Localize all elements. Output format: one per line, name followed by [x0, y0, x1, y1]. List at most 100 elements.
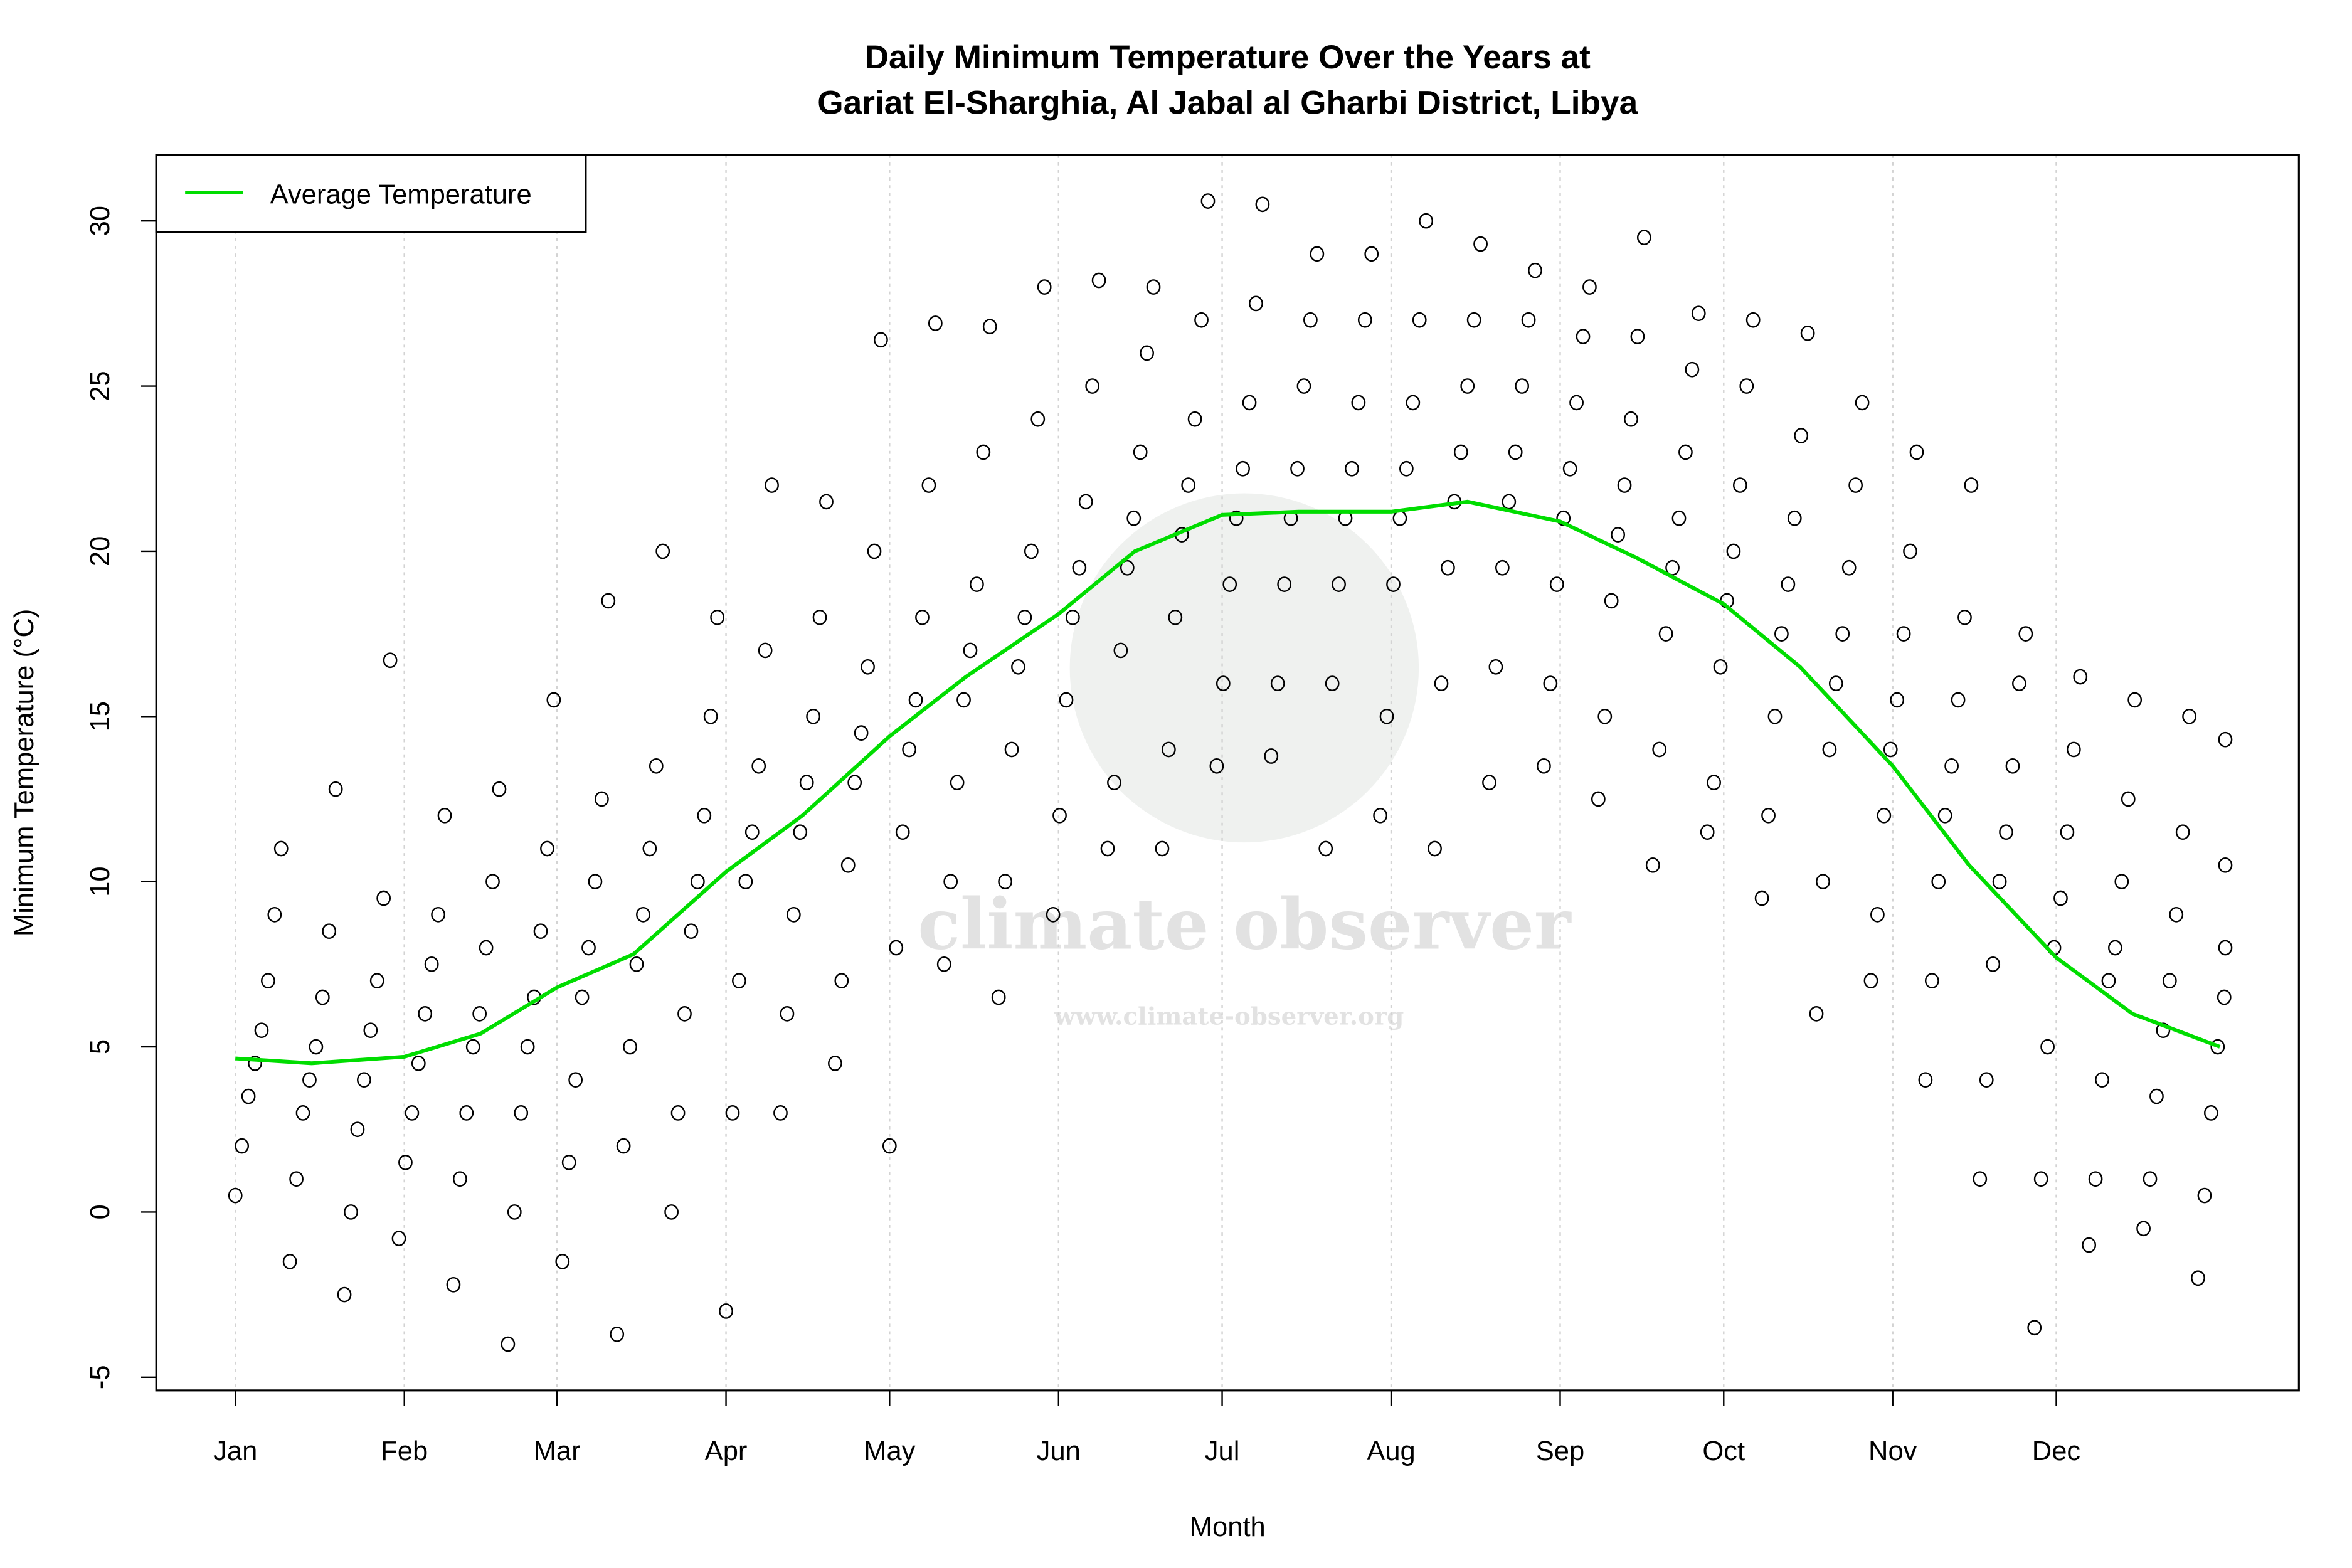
data-point: [2175, 824, 2190, 840]
data-point: [765, 477, 779, 493]
data-point: [2127, 692, 2143, 708]
data-point: [2218, 731, 2233, 748]
data-point: [452, 1171, 467, 1187]
data-point: [1707, 775, 1721, 790]
data-point: [1713, 659, 1728, 675]
data-point: [533, 923, 548, 940]
data-point: [1604, 593, 1619, 609]
data-point: [1877, 807, 1892, 824]
data-point: [758, 642, 773, 659]
data-point: [1392, 510, 1407, 526]
data-point: [2182, 708, 2196, 724]
data-point: [629, 956, 644, 972]
data-point: [398, 1155, 413, 1170]
data-point: [1502, 494, 1517, 510]
data-point: [2162, 973, 2177, 989]
data-point: [2040, 1039, 2055, 1055]
data-point: [1107, 775, 1121, 790]
data-point: [1726, 543, 1741, 559]
data-point: [1569, 395, 1584, 411]
data-point: [1412, 312, 1427, 328]
data-point: [1652, 741, 1667, 758]
data-point: [1678, 444, 1693, 460]
data-point: [812, 609, 827, 625]
data-point: [465, 1039, 480, 1055]
data-point: [561, 1155, 576, 1170]
data-point: [1140, 345, 1154, 361]
data-point: [806, 708, 821, 724]
data-point: [376, 890, 391, 906]
x-tick-label: Nov: [1868, 1436, 1917, 1466]
data-point: [982, 319, 997, 335]
data-point: [1236, 460, 1250, 477]
data-point: [302, 1072, 317, 1088]
data-point: [861, 659, 875, 675]
data-point: [1515, 378, 1530, 394]
data-point: [1636, 230, 1651, 245]
data-point: [1453, 444, 1468, 460]
data-point: [1745, 312, 1761, 328]
data-point: [636, 907, 650, 923]
data-point: [1441, 559, 1455, 576]
data-point: [2088, 1171, 2103, 1187]
data-point: [1386, 576, 1401, 592]
data-point: [1255, 196, 1270, 213]
data-point: [2053, 890, 2068, 906]
watermark-url: www.climate-observer.org: [1054, 1003, 1404, 1031]
data-point: [2095, 1072, 2109, 1088]
data-point: [485, 874, 500, 890]
data-point: [1113, 642, 1128, 659]
y-axis-title: Minimum Temperature (°C): [9, 609, 40, 936]
data-point: [1787, 510, 1802, 526]
data-point: [1809, 1006, 1824, 1022]
data-point: [751, 758, 766, 774]
data-point: [1120, 559, 1135, 576]
data-point: [819, 494, 834, 510]
data-point: [2143, 1171, 2158, 1187]
legend-label: Average Temperature: [270, 179, 532, 209]
data-point: [369, 973, 384, 989]
data-point: [998, 874, 1012, 890]
data-point: [793, 824, 808, 840]
data-point: [1264, 748, 1279, 764]
data-point: [1890, 692, 1905, 708]
y-tick-label: 10: [85, 866, 115, 896]
data-point: [1658, 626, 1673, 642]
data-point: [1146, 279, 1161, 295]
data-point: [1100, 840, 1115, 857]
data-point: [501, 1336, 516, 1352]
data-point: [854, 725, 869, 741]
data-point: [1187, 411, 1202, 427]
data-point: [1194, 312, 1209, 328]
data-point: [261, 973, 275, 989]
data-point: [895, 824, 910, 840]
data-point: [703, 708, 718, 724]
data-point: [1209, 758, 1224, 774]
data-point: [411, 1056, 426, 1071]
data-point: [1419, 213, 1434, 229]
chart-title-line1: Daily Minimum Temperature Over the Years…: [865, 39, 1591, 76]
data-point: [915, 609, 930, 625]
data-point: [1816, 874, 1830, 890]
y-tick-label: 30: [85, 206, 115, 236]
data-point: [921, 477, 936, 493]
data-point: [889, 940, 904, 956]
data-point: [1466, 312, 1481, 328]
data-point: [1537, 758, 1551, 774]
data-point: [315, 989, 330, 1005]
data-point: [2082, 1237, 2097, 1253]
data-point: [1059, 692, 1074, 708]
data-point: [1351, 395, 1366, 411]
data-point: [1761, 807, 1776, 824]
data-point: [1357, 312, 1372, 328]
data-point: [1822, 741, 1837, 758]
data-point: [1855, 395, 1870, 411]
data-point: [520, 1039, 535, 1055]
data-point: [1406, 395, 1421, 411]
data-point: [1482, 775, 1496, 790]
data-point: [383, 652, 398, 669]
data-point: [1249, 295, 1263, 312]
data-point: [282, 1254, 297, 1269]
data-point: [1379, 708, 1394, 724]
data-point: [1325, 675, 1340, 691]
